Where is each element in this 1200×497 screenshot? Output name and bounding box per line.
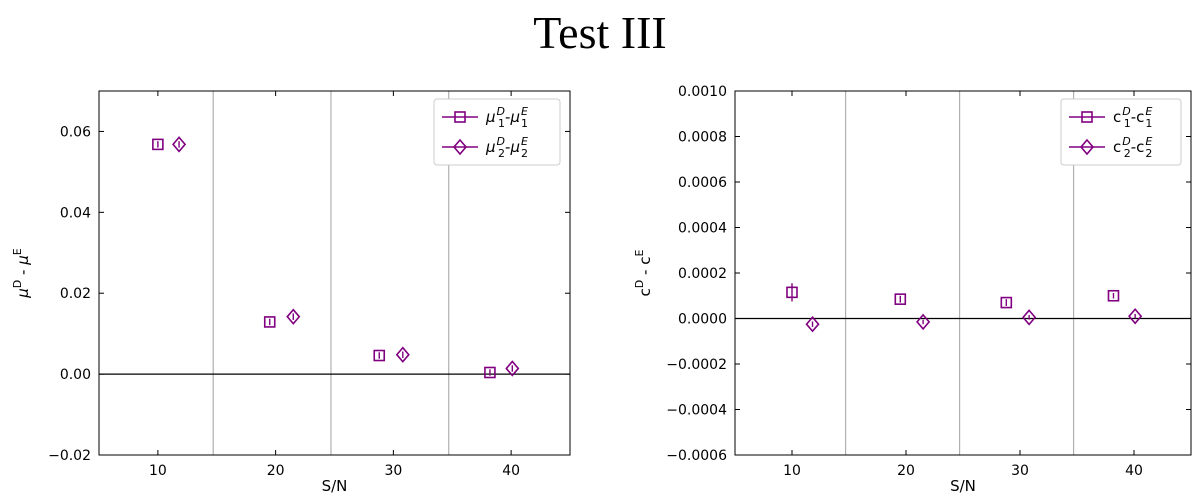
y-tick-label: 0.0002: [678, 266, 727, 282]
data-point: [786, 286, 798, 299]
series-1: [152, 138, 496, 379]
legend-entry-2: μD 2-μE 2: [485, 135, 528, 160]
x-tick-label: 20: [897, 463, 915, 479]
legend-entry-1: μD 1-μE 1: [485, 105, 528, 130]
series-2: [805, 307, 1143, 333]
y-tick-label: 0.0006: [678, 175, 727, 191]
x-tick-label: 40: [502, 463, 520, 479]
y-tick-label: 0.04: [60, 205, 91, 221]
data-point: [484, 366, 496, 379]
legend-marker: [1081, 111, 1093, 123]
y-tick-label: −0.0006: [666, 448, 727, 464]
data-point: [916, 313, 931, 331]
y-tick-label: 0.0008: [678, 130, 727, 146]
x-axis-label: S/N: [322, 477, 348, 495]
y-axis-label: μD - μE: [11, 248, 32, 299]
series-1: [786, 283, 1120, 309]
data-point: [894, 293, 907, 305]
x-tick-label: 20: [267, 463, 285, 479]
x-tick-label: 30: [384, 463, 402, 479]
plot-frame: [98, 90, 571, 456]
y-tick-label: 0.0004: [678, 221, 727, 237]
data-point: [1128, 307, 1143, 325]
y-tick-label: 0.0010: [678, 84, 727, 100]
series-2: [172, 136, 520, 377]
legend-marker: [1079, 138, 1095, 156]
data-point: [395, 346, 410, 363]
data-point: [373, 349, 386, 362]
y-tick-label: 0.00: [60, 367, 91, 383]
data-point: [1107, 289, 1120, 302]
data-point: [263, 316, 276, 328]
x-tick-label: 40: [1125, 463, 1143, 479]
data-point: [505, 360, 520, 377]
y-tick-label: 0.06: [60, 124, 91, 140]
y-tick-label: −0.0002: [666, 357, 727, 373]
data-point: [286, 308, 301, 325]
x-tick-label: 10: [149, 463, 167, 479]
data-point: [152, 138, 164, 151]
y-tick-label: 0.0000: [678, 312, 727, 328]
x-tick-label: 10: [783, 463, 801, 479]
data-point: [1022, 309, 1037, 326]
legend-marker: [454, 111, 466, 123]
legend-entry-1: cD 1-cE 1: [1113, 105, 1152, 130]
data-point: [1000, 296, 1013, 309]
x-tick-label: 30: [1011, 463, 1029, 479]
x-axis-label: S/N: [950, 477, 976, 495]
data-point: [805, 315, 820, 333]
y-tick-label: −0.0004: [666, 403, 727, 419]
y-tick-label: −0.02: [48, 448, 91, 464]
data-point: [172, 136, 187, 153]
y-tick-label: 0.02: [60, 286, 91, 302]
legend-entry-2: cD 2-cE 2: [1113, 135, 1152, 160]
figure-title: Test III: [533, 7, 667, 58]
y-axis-label: cD - cE: [633, 250, 654, 297]
legend-marker: [452, 138, 468, 156]
